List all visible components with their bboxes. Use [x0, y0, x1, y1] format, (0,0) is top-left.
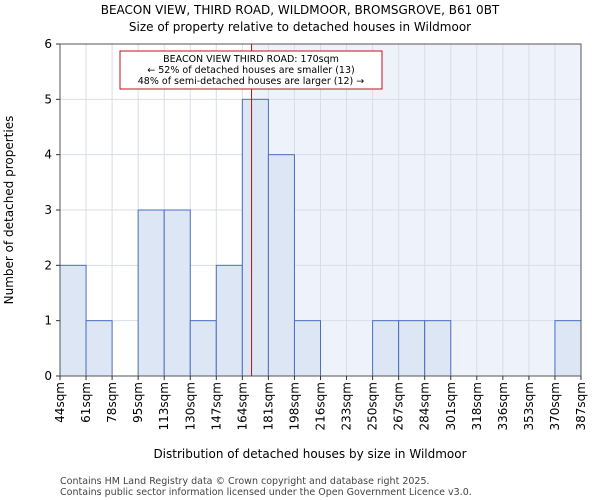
- footer-line-2: Contains public sector information licen…: [60, 487, 472, 498]
- annotation-line-1: BEACON VIEW THIRD ROAD: 170sqm: [163, 54, 339, 65]
- x-tick-label: 147sqm: [209, 382, 223, 430]
- x-tick-label: 61sqm: [79, 382, 93, 423]
- x-tick-label: 216sqm: [314, 382, 328, 430]
- y-tick-label: 1: [44, 314, 52, 328]
- annotation-line-3: 48% of semi-detached houses are larger (…: [138, 76, 365, 87]
- bar: [215, 264, 243, 377]
- x-tick-label: 233sqm: [340, 382, 354, 430]
- bar: [293, 320, 322, 377]
- x-tick-label: 301sqm: [444, 382, 458, 430]
- footer-line-1: Contains HM Land Registry data © Crown c…: [60, 476, 430, 487]
- bar: [189, 320, 217, 377]
- x-tick-label: 198sqm: [287, 382, 301, 430]
- bar: [372, 320, 400, 377]
- x-tick-label: 267sqm: [392, 382, 406, 430]
- annotation-border: [119, 50, 383, 90]
- bar: [241, 98, 269, 377]
- x-tick-label: 164sqm: [235, 382, 249, 430]
- x-tick-label: 370sqm: [548, 382, 562, 430]
- x-tick-label: 353sqm: [522, 382, 536, 430]
- x-tick-label: 130sqm: [183, 382, 197, 430]
- x-tick-label: 181sqm: [261, 382, 275, 430]
- annotation-box: BEACON VIEW THIRD ROAD: 170sqm ← 52% of …: [119, 50, 383, 90]
- y-tick-label: 4: [44, 148, 52, 162]
- y-tick-label: 2: [44, 258, 52, 272]
- y-ticks-group: 0 1 2 3 4 5 6: [44, 37, 60, 383]
- bar: [554, 320, 582, 377]
- bar: [163, 209, 191, 377]
- x-tick-label: 250sqm: [366, 382, 380, 430]
- x-ticks-group: 44sqm 61sqm 78sqm 95sqm 113sqm 130sqm 147sqm 16…: [53, 376, 588, 430]
- y-tick-label: 5: [44, 92, 52, 106]
- bar: [424, 320, 452, 377]
- x-tick-label: 78sqm: [105, 382, 119, 423]
- chart-title: BEACON VIEW, THIRD ROAD, WILDMOOR, BROMS…: [101, 3, 500, 17]
- bar: [137, 209, 165, 377]
- bar: [85, 320, 113, 377]
- x-tick-label: 113sqm: [157, 382, 171, 430]
- chart-subtitle: Size of property relative to detached ho…: [129, 20, 471, 34]
- bar: [267, 154, 295, 377]
- x-axis-label: Distribution of detached houses by size …: [153, 447, 466, 461]
- y-tick-label: 3: [44, 203, 52, 217]
- y-tick-label: 0: [44, 369, 52, 383]
- y-tick-label: 6: [44, 37, 52, 51]
- x-tick-label: 95sqm: [131, 382, 145, 423]
- x-tick-label: 387sqm: [574, 382, 588, 430]
- bar: [398, 320, 426, 377]
- y-axis-label: Number of detached properties: [2, 116, 16, 305]
- x-tick-label: 336sqm: [496, 382, 510, 430]
- x-tick-label: 284sqm: [418, 382, 432, 430]
- bar: [59, 264, 87, 377]
- bars-group: [59, 98, 582, 377]
- x-tick-label: 44sqm: [53, 382, 67, 423]
- x-tick-label: 318sqm: [470, 382, 484, 430]
- annotation-line-2: ← 52% of detached houses are smaller (13…: [147, 65, 354, 76]
